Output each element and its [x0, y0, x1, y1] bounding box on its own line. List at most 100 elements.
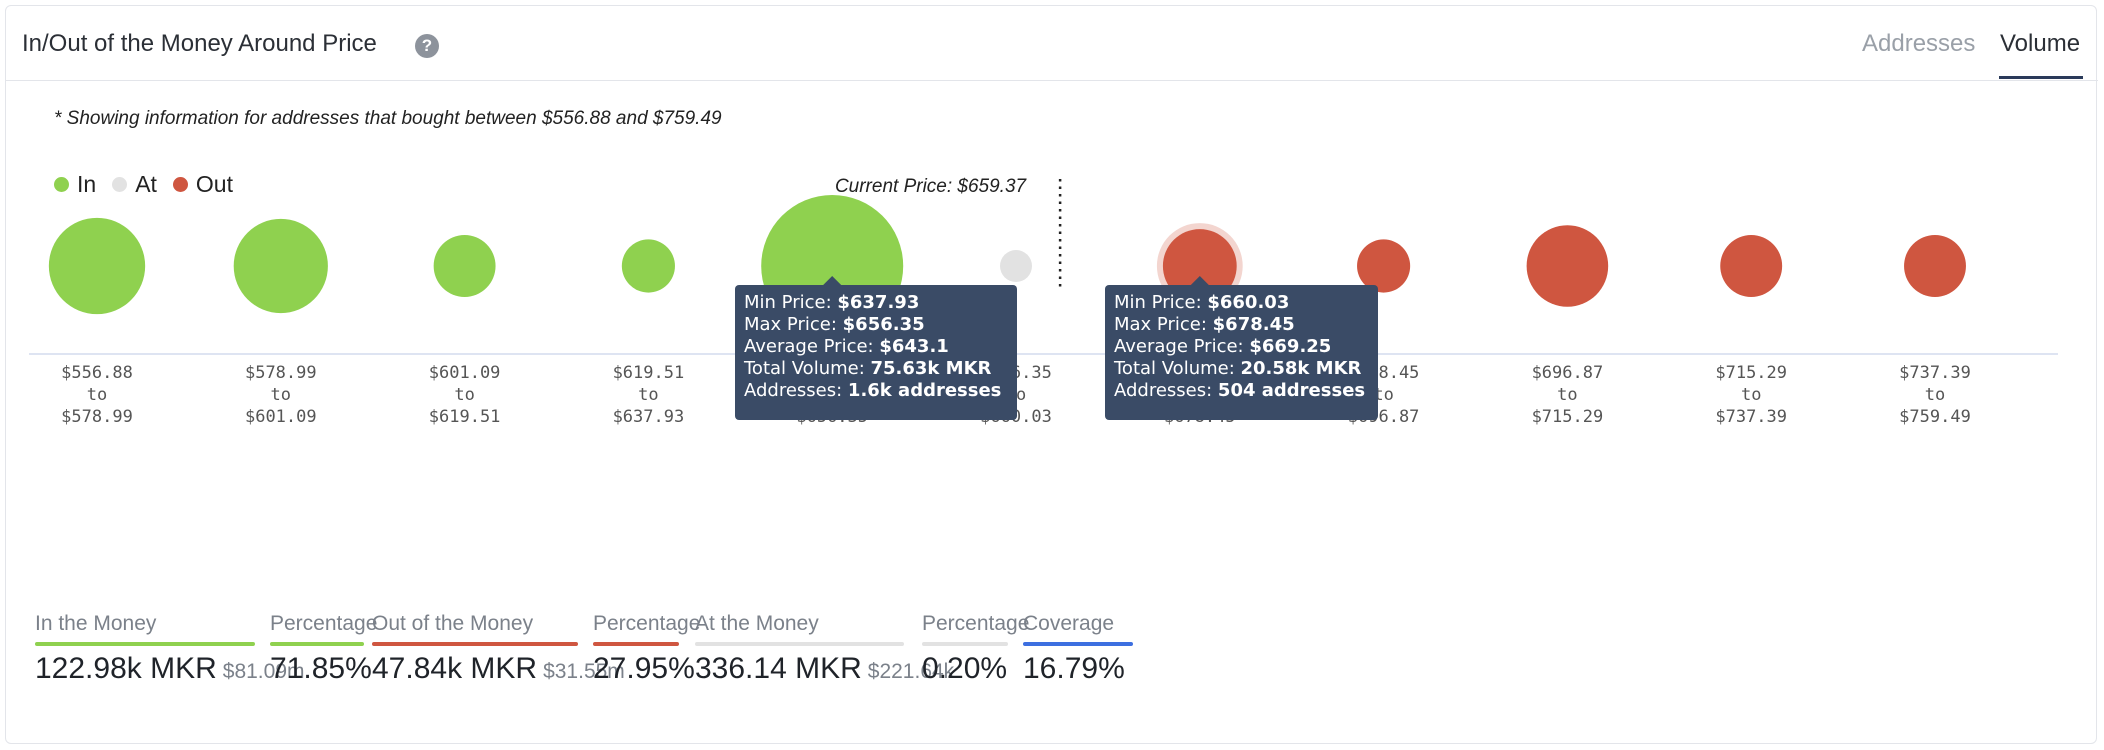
- chart-title: In/Out of the Money Around Price: [22, 30, 377, 57]
- chart-legend: In At Out: [54, 171, 249, 198]
- tooltip-row-value: $643.1: [879, 336, 948, 357]
- bubble-out-8[interactable]: [1526, 225, 1609, 307]
- tooltip-row: Total Volume: 75.63k MKR: [743, 358, 992, 379]
- tooltip-row-value: 75.63k MKR: [871, 358, 992, 379]
- tick-label-to: to: [1741, 385, 1761, 405]
- tab-addresses[interactable]: Addresses: [1862, 30, 1976, 57]
- legend-item-in[interactable]: In: [54, 171, 96, 198]
- stat-label: Percentage: [270, 612, 378, 635]
- tooltip-row-label: Max Price:: [1114, 314, 1213, 335]
- tooltip-box: [735, 285, 1017, 420]
- stat-label: Percentage: [922, 612, 1030, 635]
- stat-value-text: 336.14 MKR: [695, 652, 862, 685]
- stat-value: 336.14 MKR $221.64k: [695, 652, 954, 686]
- stat-label: Coverage: [1023, 612, 1115, 635]
- bubble-in-0[interactable]: [48, 217, 146, 315]
- legend-label-at: At: [135, 171, 157, 197]
- tooltip-row-label: Total Volume:: [743, 358, 871, 379]
- tick-label-max: $619.51: [429, 407, 501, 427]
- stat-color-bar: [922, 642, 1008, 646]
- tooltip-box: [1105, 285, 1378, 420]
- stat-color-bar: [593, 642, 679, 646]
- legend-dot-at: [112, 177, 128, 192]
- stat-value-text: 47.84k MKR: [372, 652, 538, 685]
- stat-label: In the Money: [35, 612, 157, 635]
- bubble-out-7[interactable]: [1357, 239, 1411, 293]
- bubble-in-3[interactable]: [621, 239, 675, 293]
- stat-usd-value: $31.55m: [543, 660, 625, 683]
- question-mark-icon[interactable]: ?: [415, 34, 439, 58]
- tick-label-max: $601.09: [245, 407, 317, 427]
- stat-label: At the Money: [695, 612, 819, 635]
- tick-label-min: $556.88: [61, 363, 133, 383]
- stat-value: 0.20%: [922, 652, 1008, 686]
- tooltip-row-value: $669.25: [1249, 336, 1331, 357]
- tooltip-row-label: Average Price:: [744, 336, 879, 357]
- stat-color-bar: [695, 642, 904, 646]
- card-header: In/Out of the Money Around Price ? Addre…: [6, 6, 2098, 81]
- tooltip-row-label: Min Price:: [1114, 292, 1207, 313]
- tooltip-row-value: $656.35: [843, 314, 925, 335]
- stat-value: 16.79%: [1023, 652, 1133, 686]
- bubble-out-6[interactable]: [1162, 229, 1237, 303]
- tooltip-row-label: Total Volume:: [1113, 358, 1241, 379]
- tooltip-row: Max Price: $678.45: [1114, 314, 1295, 335]
- legend-item-at[interactable]: At: [112, 171, 157, 198]
- legend-dot-out: [172, 177, 188, 192]
- tick-label-min: $715.29: [1715, 363, 1787, 383]
- legend-label-in: In: [77, 171, 97, 197]
- tick-label-max: $578.99: [61, 407, 133, 427]
- bubble-at-5[interactable]: [1000, 250, 1032, 282]
- tooltip-row-value: $678.45: [1213, 314, 1295, 335]
- stat-usd-value: $221.64k: [867, 660, 955, 683]
- stat-color-bar: [1023, 642, 1133, 646]
- stat-value-text: 16.79%: [1023, 652, 1125, 685]
- stat-value-text: 71.85%: [270, 652, 372, 685]
- tooltip-row: Average Price: $643.1: [744, 336, 949, 357]
- tooltip-row-label: Addresses:: [1114, 380, 1218, 401]
- bubble-in-2[interactable]: [433, 235, 496, 297]
- bubble-out-9[interactable]: [1720, 235, 1783, 297]
- stat-coverage: Coverage 16.79%: [1023, 612, 1133, 702]
- active-tab-indicator: [1999, 76, 2083, 79]
- stat-color-bar: [35, 642, 255, 646]
- stat-percentage: Percentage 0.20%: [922, 612, 1030, 702]
- tick-label-min: $601.09: [429, 363, 501, 383]
- tooltip-row-value: $660.03: [1207, 292, 1289, 313]
- tick-label-to: to: [638, 385, 658, 405]
- legend-item-out[interactable]: Out: [172, 171, 233, 198]
- tooltip-row-value: $637.93: [837, 292, 919, 313]
- range-note: * Showing information for addresses that…: [54, 108, 722, 129]
- stat-value-text: 0.20%: [922, 652, 1008, 685]
- stat-color-bar: [270, 642, 364, 646]
- stat-label: Percentage: [593, 612, 701, 635]
- stat-at-the-money: At the Money 336.14 MKR $221.64k: [695, 612, 954, 702]
- bubble-in-1[interactable]: [233, 218, 328, 314]
- tooltip-row-label: Average Price:: [1114, 336, 1249, 357]
- stat-in-the-money: In the Money 122.98k MKR $81.09m: [35, 612, 305, 702]
- tooltip-arrow: [1190, 276, 1209, 285]
- tick-label-min: $737.39: [1899, 363, 1971, 383]
- tab-volume[interactable]: Volume: [2000, 30, 2081, 57]
- stat-value-text: 122.98k MKR: [35, 652, 217, 685]
- tick-label-to: to: [1925, 385, 1945, 405]
- stat-label: Out of the Money: [372, 612, 534, 635]
- tick-label-max: $737.39: [1715, 407, 1787, 427]
- tick-label-min: $619.51: [613, 363, 685, 383]
- tick-label-to: to: [1373, 385, 1393, 405]
- tick-label-to: to: [87, 385, 107, 405]
- tooltip-row: Addresses: 504 addresses: [1114, 380, 1365, 401]
- tick-label-min: $696.87: [1532, 363, 1604, 383]
- iomap-bubble-chart: Current Price: $659.37$556.88to$578.99$5…: [29, 176, 2058, 427]
- tooltip-row: Max Price: $656.35: [744, 314, 925, 335]
- tooltip-row-value: 20.58k MKR: [1241, 358, 1362, 379]
- tooltip-row: Min Price: $660.03: [1114, 292, 1289, 313]
- tooltip-row-label: Addresses:: [744, 380, 848, 401]
- stat-percentage: Percentage 71.85%: [270, 612, 378, 702]
- bubble-out-10[interactable]: [1904, 235, 1966, 297]
- stat-value: 27.95%: [593, 652, 695, 686]
- stat-value-text: 27.95%: [593, 652, 695, 685]
- tooltip-row: Addresses: 1.6k addresses: [744, 380, 1001, 401]
- tick-label-max: $715.29: [1532, 407, 1604, 427]
- stat-percentage: Percentage 27.95%: [593, 612, 701, 702]
